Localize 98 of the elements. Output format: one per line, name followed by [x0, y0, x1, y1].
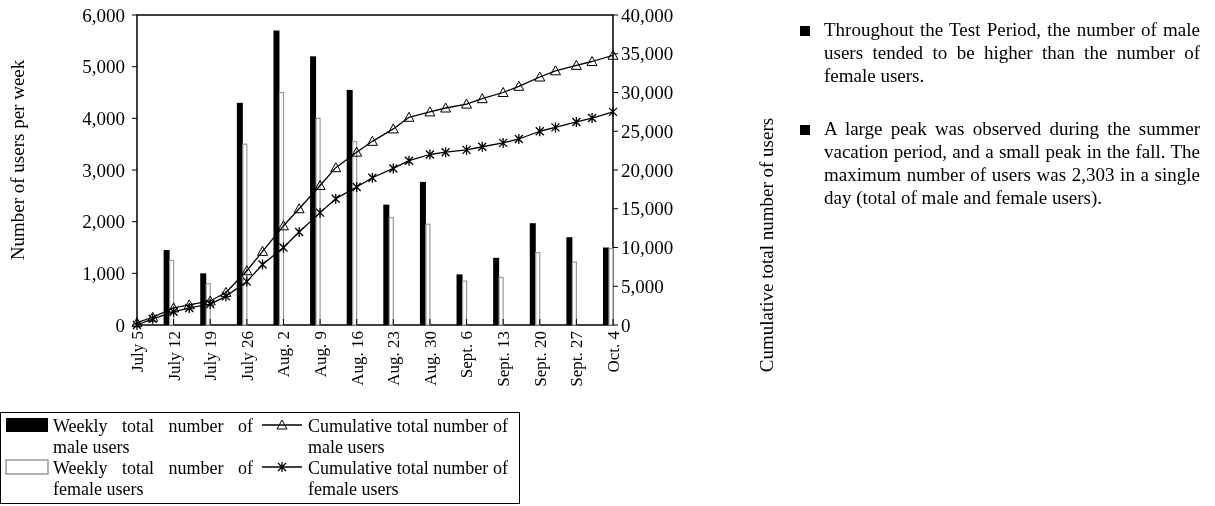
point	[513, 80, 525, 91]
bar	[352, 140, 358, 326]
point	[498, 137, 508, 149]
point	[367, 172, 378, 184]
point	[535, 125, 545, 137]
y2-tick-label: 0	[621, 314, 631, 336]
legend-label: Cumulative total number of female users	[308, 458, 508, 500]
point	[205, 298, 215, 310]
x-tick-label: July 19	[201, 331, 221, 381]
point	[331, 193, 341, 205]
point	[571, 116, 582, 128]
bar	[535, 252, 541, 326]
x-tick-label: Sept. 27	[567, 330, 587, 387]
point	[587, 112, 597, 124]
point	[514, 133, 524, 145]
bar	[461, 280, 468, 326]
point	[184, 302, 194, 314]
y-tick-label: 5,000	[82, 56, 125, 78]
point	[403, 111, 415, 122]
x-tick-label: Sept. 6	[457, 331, 477, 379]
point	[608, 106, 618, 118]
y2-tick-label: 35,000	[621, 43, 674, 65]
y2-axis-title: Cumulative total number of users	[756, 117, 777, 373]
y2-tick-label: 10,000	[621, 237, 674, 259]
point	[221, 290, 231, 302]
point	[440, 146, 451, 158]
point	[440, 102, 452, 113]
bar	[608, 247, 614, 326]
point	[387, 123, 399, 134]
point	[168, 302, 180, 313]
y-tick-label: 3,000	[82, 159, 125, 181]
point	[204, 295, 216, 306]
y2-tick-label: 15,000	[621, 198, 674, 220]
point	[294, 226, 304, 238]
bar	[315, 117, 321, 326]
point	[404, 155, 414, 167]
y-tick-label: 6,000	[82, 4, 125, 26]
y2-tick-label: 5,000	[621, 275, 664, 297]
x-tick-label: Sept. 13	[494, 331, 514, 387]
y2-tick-label: 40,000	[621, 4, 674, 26]
x-tick-label: Oct. 4	[603, 330, 623, 373]
legend-label: Weekly total number of female users	[53, 458, 253, 500]
legend-label: Cumulative total number of male users	[308, 416, 508, 458]
x-tick-label: Aug. 30	[420, 331, 440, 386]
bar	[388, 216, 394, 326]
point	[388, 162, 398, 175]
point	[277, 220, 289, 231]
point	[424, 106, 436, 117]
point	[550, 121, 561, 134]
y-tick-label: 0	[115, 314, 125, 336]
x-tick-label: July 26	[237, 331, 257, 381]
point	[293, 203, 305, 214]
point	[257, 245, 269, 256]
y-axis-title: Number of users per week	[7, 59, 28, 261]
point	[570, 59, 582, 70]
point	[314, 180, 326, 190]
text: A large peak was observed during the summer vacation period, and a small peak in the fall. The maximum number of users was 2,303 in a single day (total of male and female users).	[824, 117, 1200, 209]
bar	[425, 223, 431, 326]
point	[241, 265, 253, 276]
bar	[242, 143, 248, 326]
x-tick-label: July 12	[164, 331, 184, 381]
point	[425, 148, 435, 161]
point	[534, 71, 546, 82]
point	[461, 144, 472, 156]
point	[476, 93, 488, 104]
point	[366, 135, 378, 146]
point	[183, 299, 195, 310]
text: Throughout the Test Period, the number of male users tended to be higher than the number of female users.	[824, 18, 1200, 87]
y2-tick-label: 25,000	[621, 120, 674, 142]
x-tick-label: Aug. 23	[384, 331, 404, 386]
point	[549, 65, 561, 76]
y-tick-label: 2,000	[82, 211, 125, 233]
point	[352, 181, 362, 193]
y2-tick-label: 30,000	[621, 82, 674, 104]
x-tick-label: Sept. 20	[530, 331, 550, 387]
point	[330, 162, 342, 173]
point	[257, 258, 268, 271]
point	[315, 206, 325, 219]
x-tick-label: Aug. 16	[347, 331, 367, 386]
point	[586, 56, 598, 66]
y-tick-label: 4,000	[82, 107, 125, 129]
bar	[498, 276, 504, 326]
point	[351, 146, 363, 157]
point	[242, 275, 252, 288]
point	[607, 49, 619, 60]
x-tick-label: Aug. 2	[274, 331, 294, 378]
point	[278, 241, 289, 254]
x-tick-label: July 5	[127, 331, 147, 373]
point	[497, 87, 509, 97]
point	[477, 141, 487, 153]
x-tick-label: Aug. 9	[311, 331, 331, 378]
bar	[278, 91, 285, 326]
legend-label: Weekly total number of male users	[53, 416, 253, 458]
bar	[571, 261, 577, 326]
point	[461, 98, 473, 109]
y2-tick-label: 20,000	[621, 159, 674, 181]
y-tick-label: 1,000	[82, 262, 125, 284]
point	[220, 286, 232, 297]
